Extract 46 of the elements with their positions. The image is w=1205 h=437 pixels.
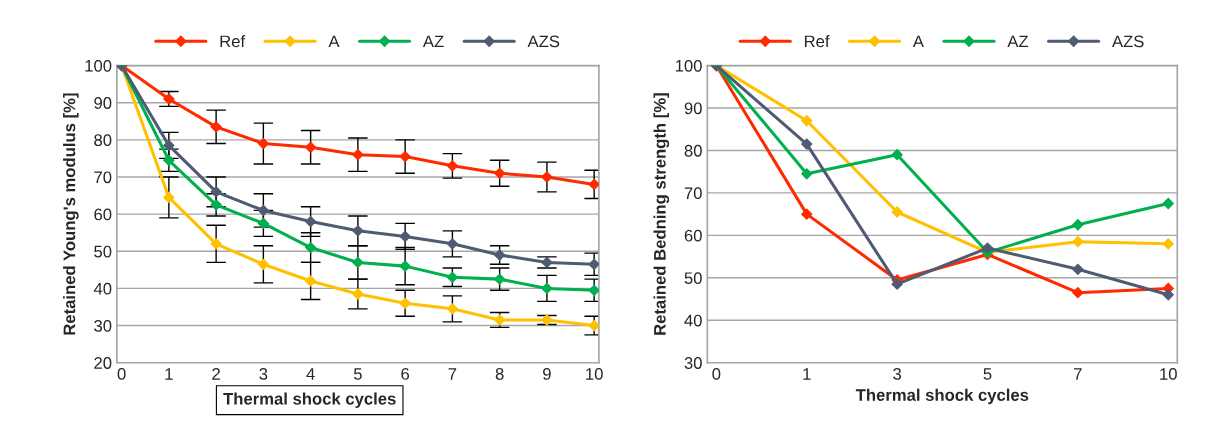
x-tick-label: 5 — [983, 368, 992, 380]
x-tick-label: 5 — [353, 368, 362, 380]
x-tick-label: 3 — [259, 368, 268, 380]
legend-label: AZ — [422, 35, 444, 48]
x-axis-title: Thermal shock cycles — [855, 388, 1029, 405]
legend-label: Ref — [220, 35, 246, 48]
legend-label: A — [328, 35, 340, 48]
x-tick-label: 0 — [117, 368, 126, 380]
x-tick-label: 2 — [212, 368, 220, 380]
y-axis-title: Retained Bedning strength [%] — [653, 93, 670, 335]
x-tick-label: 6 — [401, 368, 410, 380]
y-tick-label: 40 — [93, 282, 112, 295]
x-tick-label: 3 — [893, 368, 902, 380]
y-tick-label: 50 — [94, 245, 112, 258]
y-tick-label: 20 — [94, 357, 112, 369]
y-tick-label: 70 — [684, 187, 702, 200]
y-tick-label: 60 — [684, 229, 702, 242]
y-tick-label: 90 — [94, 97, 112, 109]
legend-label: A — [912, 35, 924, 48]
y-tick-label: 100 — [85, 59, 112, 72]
y-tick-label: 90 — [684, 102, 702, 115]
x-tick-label: 1 — [165, 368, 173, 380]
y-tick-label: 30 — [94, 319, 112, 332]
x-tick-label: 7 — [1074, 368, 1082, 380]
y-tick-label: 80 — [684, 144, 702, 157]
legend-label: AZS — [527, 35, 560, 48]
x-tick-label: 10 — [586, 368, 603, 380]
legend-label: Ref — [804, 35, 830, 48]
y-tick-label: 70 — [94, 171, 112, 184]
y-tick-label: 60 — [94, 208, 112, 221]
x-tick-label: 8 — [495, 368, 504, 380]
y-tick-label: 80 — [94, 134, 112, 147]
x-tick-label: 10 — [1160, 368, 1177, 380]
y-tick-label: 50 — [684, 272, 702, 285]
y-axis-title: Retained Young's modulus [%] — [63, 93, 79, 335]
x-axis-title: Thermal shock cycles — [223, 392, 396, 408]
x-tick-label: 4 — [306, 368, 315, 380]
y-tick-label: 100 — [675, 59, 702, 72]
y-tick-label: 30 — [684, 357, 702, 369]
x-tick-label: 7 — [448, 368, 457, 380]
y-tick-label: 40 — [684, 314, 702, 327]
legend-label: AZ — [1007, 35, 1029, 48]
x-tick-label: 9 — [543, 368, 551, 380]
legend-label: AZS — [1111, 35, 1144, 48]
x-tick-label: 1 — [803, 368, 811, 380]
x-tick-label: 0 — [712, 368, 721, 380]
